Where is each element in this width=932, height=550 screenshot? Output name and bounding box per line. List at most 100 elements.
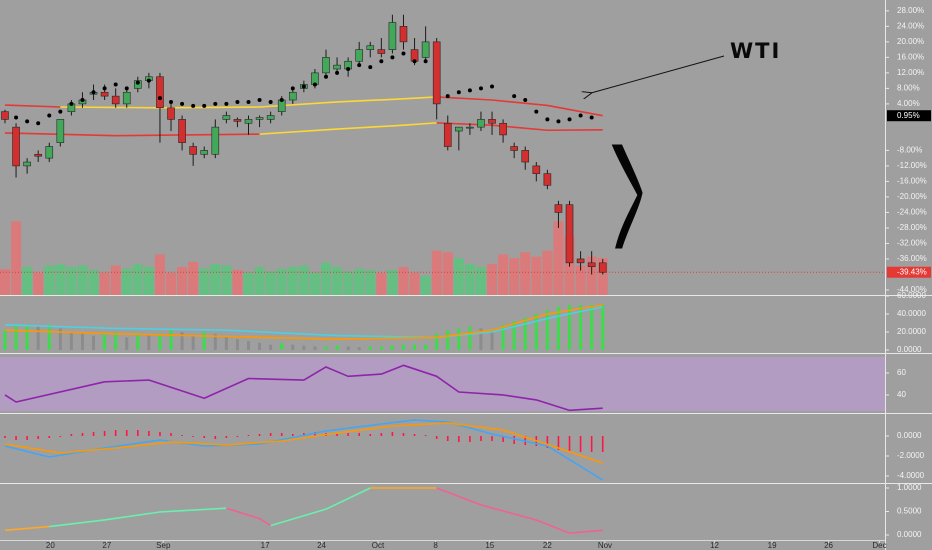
- y-tick-label: 60.0000: [897, 291, 926, 300]
- y-tick-label: 16.00%: [897, 52, 924, 61]
- y-tick-label: -2.0000: [897, 451, 925, 460]
- histogram-bar: [568, 436, 571, 451]
- moving-average-line: [259, 122, 437, 135]
- volume-bar: [22, 266, 33, 295]
- histogram-bar: [225, 436, 228, 438]
- plot: 28.00% 24.00% 20.00% 16.00% 12.00% 8.00% 4.00%…: [0, 6, 931, 550]
- volume-bar: [154, 254, 165, 295]
- histogram-bar: [357, 347, 361, 351]
- y-tick-label: 0.0000: [897, 345, 922, 354]
- annotation: WTI: [591, 39, 779, 249]
- candle-body: [288, 91, 297, 101]
- histogram-bar: [70, 434, 73, 436]
- histogram-bar: [424, 435, 427, 436]
- candle-body: [56, 119, 65, 143]
- histogram-bar: [103, 431, 106, 436]
- volume-bar: [166, 272, 177, 295]
- volume-bar: [11, 221, 22, 295]
- histogram-bar: [269, 344, 273, 351]
- histogram-bar: [501, 324, 505, 351]
- sar-dot: [58, 109, 63, 114]
- indicator-line: [4, 525, 50, 532]
- histogram-bar: [159, 432, 161, 436]
- volume-bar: [509, 258, 520, 295]
- x-tick-label: Sep: [156, 541, 171, 550]
- indicator-line: [4, 364, 603, 412]
- histogram-bar: [513, 436, 515, 444]
- histogram-bar: [191, 335, 195, 351]
- sar-dot: [80, 98, 85, 103]
- volume-bar: [553, 221, 564, 295]
- price-label: -39.43%: [897, 267, 927, 276]
- candle-body: [565, 204, 574, 264]
- pane-backgrounds: [0, 357, 885, 411]
- histogram-bar: [213, 333, 217, 351]
- histogram-bar: [92, 432, 95, 436]
- candle-body: [122, 91, 131, 105]
- volume-bar: [586, 256, 597, 295]
- histogram-bar: [81, 433, 84, 436]
- candle-body: [100, 91, 109, 97]
- sar-dot: [268, 99, 273, 104]
- histogram-bar: [4, 436, 6, 438]
- y-tick-label: -12.00%: [897, 161, 927, 170]
- y-tick-label: 60: [897, 368, 906, 377]
- volume-bar: [387, 269, 398, 295]
- histogram-bar: [303, 433, 305, 436]
- indicator-line: [49, 507, 227, 528]
- volume-bar: [132, 264, 143, 295]
- histogram-bar: [258, 434, 261, 436]
- sar-dot: [169, 99, 174, 104]
- histogram-bar: [26, 436, 28, 440]
- histogram-bar: [302, 345, 306, 351]
- histogram-bar: [557, 436, 560, 450]
- histogram-bar: [59, 436, 62, 437]
- volume-bar: [88, 269, 99, 295]
- histogram-bar: [14, 324, 18, 351]
- candle-body: [333, 64, 341, 70]
- volume-bar: [0, 269, 10, 295]
- histogram-bar: [369, 434, 372, 436]
- candle-body: [222, 115, 231, 120]
- histogram-bar: [25, 324, 29, 351]
- sar-dot: [512, 94, 517, 99]
- y-tick-label: -24.00%: [897, 208, 927, 217]
- y-tick-label: 8.00%: [897, 83, 920, 92]
- y-tick-label: 1.0000: [897, 483, 922, 492]
- sar-dot: [213, 101, 218, 106]
- sar-dot: [545, 117, 550, 122]
- histogram-bar: [235, 339, 239, 351]
- indicator-line: [4, 306, 603, 339]
- y-tick-label: -16.00%: [897, 177, 927, 186]
- volume-bar: [121, 268, 132, 295]
- histogram-bar: [545, 310, 549, 351]
- sar-dot: [456, 90, 461, 95]
- candle-body: [443, 122, 452, 147]
- sar-dot: [235, 99, 240, 104]
- x-tick-label: 12: [710, 541, 719, 550]
- histogram-bar: [247, 341, 251, 351]
- histogram-bar: [590, 436, 593, 452]
- y-tick-label: 28.00%: [897, 6, 924, 15]
- sar-dot: [279, 98, 284, 103]
- volume-bar: [343, 271, 354, 295]
- sar-dot: [589, 115, 594, 120]
- y-tick-label: 0.5000: [897, 507, 922, 516]
- volume-bar: [99, 272, 110, 295]
- volume-bar: [309, 272, 320, 295]
- y-tick-label: -8.00%: [897, 146, 922, 155]
- histogram-bar: [413, 434, 416, 436]
- volume-bar: [66, 266, 77, 295]
- y-tick-label: 0.0000: [897, 431, 922, 440]
- x-tick-label: 27: [102, 541, 111, 550]
- sar-dot: [357, 63, 362, 68]
- candle-body: [12, 126, 20, 167]
- sar-dot: [157, 96, 162, 101]
- histogram-bar: [214, 436, 217, 439]
- histogram-bar: [203, 436, 206, 438]
- histogram-bar: [136, 333, 140, 351]
- histogram-bar: [523, 317, 527, 351]
- histogram-bar: [158, 333, 162, 351]
- y-tick-label: 12.00%: [897, 68, 924, 77]
- histogram-bar: [390, 345, 394, 351]
